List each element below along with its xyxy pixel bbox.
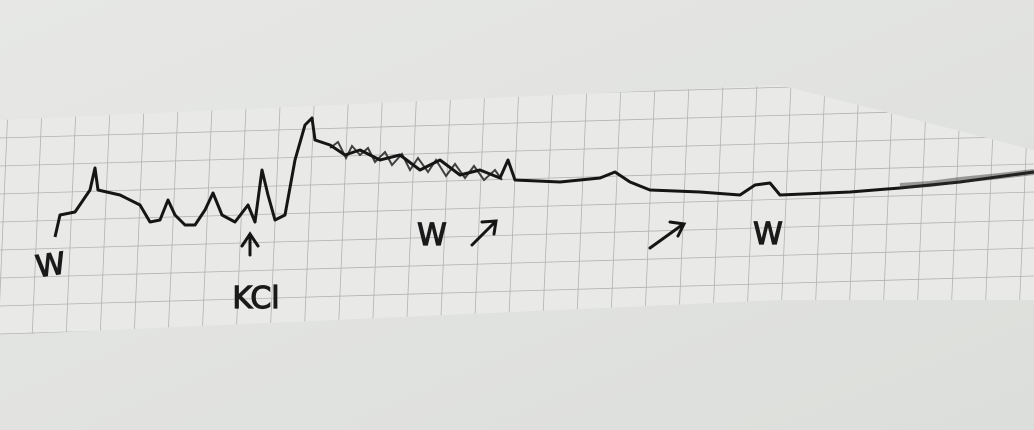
annotation: W bbox=[753, 217, 783, 252]
page: W KCl W W (() => { const data = JSON.par… bbox=[0, 0, 1034, 430]
photo: W KCl W W bbox=[0, 0, 1034, 430]
annotation: W bbox=[34, 246, 68, 285]
annotation: W bbox=[417, 218, 447, 253]
annotation: KCl bbox=[232, 281, 279, 316]
